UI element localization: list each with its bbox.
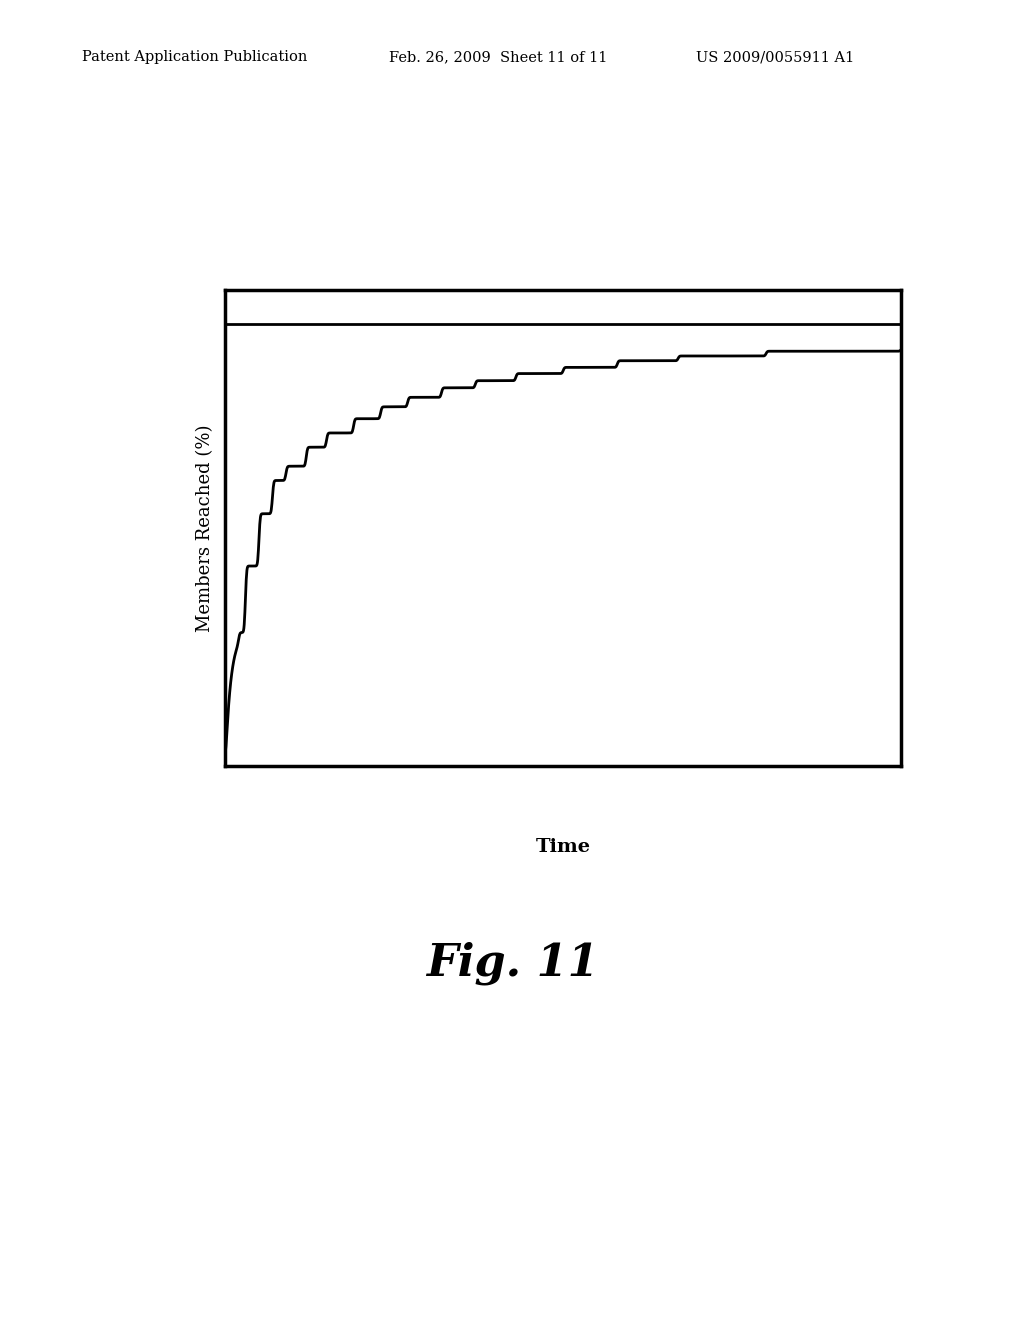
Text: US 2009/0055911 A1: US 2009/0055911 A1 [696,50,855,65]
Text: Time: Time [536,838,591,857]
Text: Fig. 11: Fig. 11 [426,942,598,985]
Y-axis label: Members Reached (%): Members Reached (%) [197,424,214,632]
Text: Patent Application Publication: Patent Application Publication [82,50,307,65]
Text: Feb. 26, 2009  Sheet 11 of 11: Feb. 26, 2009 Sheet 11 of 11 [389,50,607,65]
